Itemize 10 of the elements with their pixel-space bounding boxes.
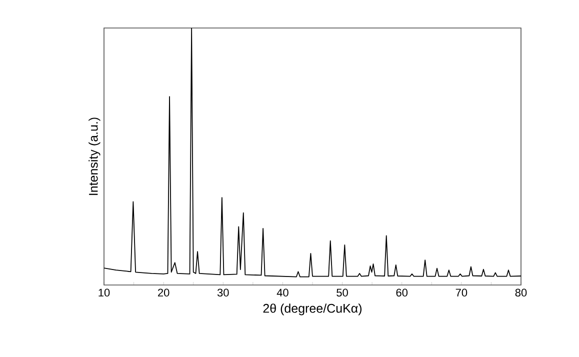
x-tick-label: 10 — [98, 288, 110, 297]
x-tick-label: 50 — [336, 288, 348, 297]
y-axis-title: Intensity (a.u.) — [88, 118, 100, 195]
x-tick-label: 60 — [396, 288, 408, 297]
x-tick-label: 30 — [217, 288, 229, 297]
x-tick-label: 20 — [158, 288, 170, 297]
x-tick-label: 80 — [515, 288, 527, 297]
x-tick-label: 40 — [276, 288, 288, 297]
x-tick-label: 70 — [456, 288, 468, 297]
x-axis-title: 2θ (degree/CuKα) — [263, 304, 362, 316]
